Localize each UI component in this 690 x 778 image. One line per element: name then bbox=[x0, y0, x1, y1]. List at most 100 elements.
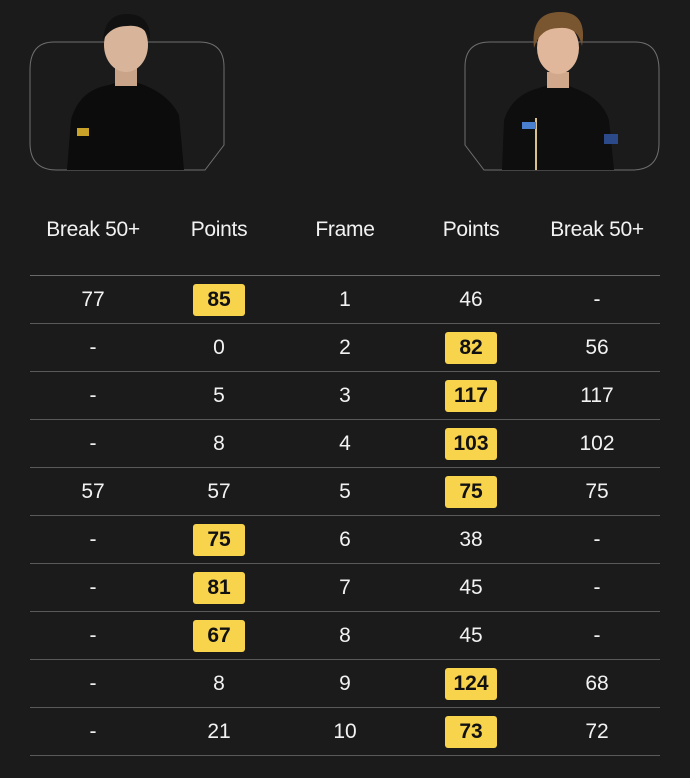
right-points-cell: 75 bbox=[408, 467, 534, 516]
left-break: - bbox=[89, 671, 97, 695]
right-points-winner-badge: 117 bbox=[445, 379, 497, 412]
frame-number: 9 bbox=[339, 671, 351, 695]
left-points-cell: 57 bbox=[156, 467, 282, 516]
right-points-winner-badge: 75 bbox=[445, 475, 497, 508]
left-break: 57 bbox=[81, 479, 105, 503]
right-break-cell: 72 bbox=[534, 707, 660, 756]
right-points-cell: 45 bbox=[408, 611, 534, 660]
frame-number: 8 bbox=[339, 623, 351, 647]
left-points-cell: 21 bbox=[156, 707, 282, 756]
right-break-cell: - bbox=[534, 611, 660, 660]
frame-number-cell: 9 bbox=[282, 659, 408, 708]
frame-number: 4 bbox=[339, 431, 351, 455]
left-points-winner-badge: 81 bbox=[193, 571, 245, 604]
right-break: - bbox=[593, 287, 601, 311]
frame-number: 6 bbox=[339, 527, 351, 551]
frame-scores-table: Break 50+ Points Frame Points Break 50+ … bbox=[30, 205, 660, 756]
left-points-winner-badge: 75 bbox=[193, 523, 245, 556]
right-break-cell: 117 bbox=[534, 371, 660, 420]
right-break: 102 bbox=[579, 431, 615, 455]
right-break: - bbox=[593, 575, 601, 599]
left-points: 0 bbox=[213, 335, 225, 359]
right-points-cell: 103 bbox=[408, 419, 534, 468]
right-break-cell: 102 bbox=[534, 419, 660, 468]
right-break-cell: - bbox=[534, 563, 660, 612]
right-break-cell: 56 bbox=[534, 323, 660, 372]
header-left-break: Break 50+ bbox=[30, 205, 156, 276]
header-left-points: Points bbox=[156, 205, 282, 276]
right-points-winner-badge: 124 bbox=[445, 667, 497, 700]
right-points-cell: 46 bbox=[408, 275, 534, 324]
right-break: 68 bbox=[585, 671, 609, 695]
frame-number-cell: 10 bbox=[282, 707, 408, 756]
left-break: 77 bbox=[81, 287, 105, 311]
frame-number: 10 bbox=[333, 719, 357, 743]
right-break-cell: 68 bbox=[534, 659, 660, 708]
left-points-cell: 75 bbox=[156, 515, 282, 564]
table-row: 57 57 5 75 75 bbox=[30, 467, 660, 516]
table-row: - 81 7 45 - bbox=[30, 563, 660, 612]
table-row: 77 85 1 46 - bbox=[30, 275, 660, 324]
left-break: - bbox=[89, 575, 97, 599]
right-break-cell: - bbox=[534, 515, 660, 564]
right-break: - bbox=[593, 527, 601, 551]
header-frame: Frame bbox=[282, 205, 408, 276]
right-break: 56 bbox=[585, 335, 609, 359]
right-points-cell: 82 bbox=[408, 323, 534, 372]
right-points-cell: 73 bbox=[408, 707, 534, 756]
left-break: - bbox=[89, 623, 97, 647]
left-points: 21 bbox=[207, 719, 231, 743]
left-points-cell: 81 bbox=[156, 563, 282, 612]
left-break-cell: - bbox=[30, 707, 156, 756]
right-break-cell: 75 bbox=[534, 467, 660, 516]
left-points-cell: 67 bbox=[156, 611, 282, 660]
right-points: 45 bbox=[459, 575, 483, 599]
left-points-cell: 5 bbox=[156, 371, 282, 420]
left-break: - bbox=[89, 719, 97, 743]
right-points: 45 bbox=[459, 623, 483, 647]
table-row: - 0 2 82 56 bbox=[30, 323, 660, 372]
table-row: - 67 8 45 - bbox=[30, 611, 660, 660]
left-points-winner-badge: 85 bbox=[193, 283, 245, 316]
table-row: - 5 3 117 117 bbox=[30, 371, 660, 420]
left-points-winner-badge: 67 bbox=[193, 619, 245, 652]
left-break-cell: - bbox=[30, 515, 156, 564]
left-points-cell: 8 bbox=[156, 419, 282, 468]
table-row: - 8 9 124 68 bbox=[30, 659, 660, 708]
right-break: 117 bbox=[580, 383, 614, 407]
frame-number-cell: 4 bbox=[282, 419, 408, 468]
left-points: 5 bbox=[213, 383, 225, 407]
left-break-cell: - bbox=[30, 371, 156, 420]
right-points: 46 bbox=[459, 287, 483, 311]
frame-number: 5 bbox=[339, 479, 351, 503]
left-points-cell: 0 bbox=[156, 323, 282, 372]
frame-number-cell: 1 bbox=[282, 275, 408, 324]
left-points-cell: 8 bbox=[156, 659, 282, 708]
left-break-cell: - bbox=[30, 323, 156, 372]
left-break-cell: 77 bbox=[30, 275, 156, 324]
header-right-break: Break 50+ bbox=[534, 205, 660, 276]
left-points-cell: 85 bbox=[156, 275, 282, 324]
player-left-photo bbox=[29, 10, 225, 172]
frame-number-cell: 2 bbox=[282, 323, 408, 372]
right-break: 75 bbox=[585, 479, 609, 503]
right-points: 38 bbox=[459, 527, 483, 551]
header-right-points: Points bbox=[408, 205, 534, 276]
frame-number-cell: 6 bbox=[282, 515, 408, 564]
frame-number: 1 bbox=[339, 287, 351, 311]
table-header: Break 50+ Points Frame Points Break 50+ bbox=[30, 205, 660, 276]
left-break-cell: - bbox=[30, 611, 156, 660]
right-points-cell: 38 bbox=[408, 515, 534, 564]
left-break: - bbox=[89, 383, 97, 407]
left-break: - bbox=[89, 527, 97, 551]
right-break: - bbox=[593, 623, 601, 647]
left-break-cell: - bbox=[30, 659, 156, 708]
frame-number: 3 bbox=[339, 383, 351, 407]
frame-number-cell: 7 bbox=[282, 563, 408, 612]
left-break-cell: - bbox=[30, 419, 156, 468]
table-row: - 8 4 103 102 bbox=[30, 419, 660, 468]
right-points-cell: 45 bbox=[408, 563, 534, 612]
right-points-winner-badge: 82 bbox=[445, 331, 497, 364]
left-points: 57 bbox=[207, 479, 231, 503]
table-row: - 75 6 38 - bbox=[30, 515, 660, 564]
